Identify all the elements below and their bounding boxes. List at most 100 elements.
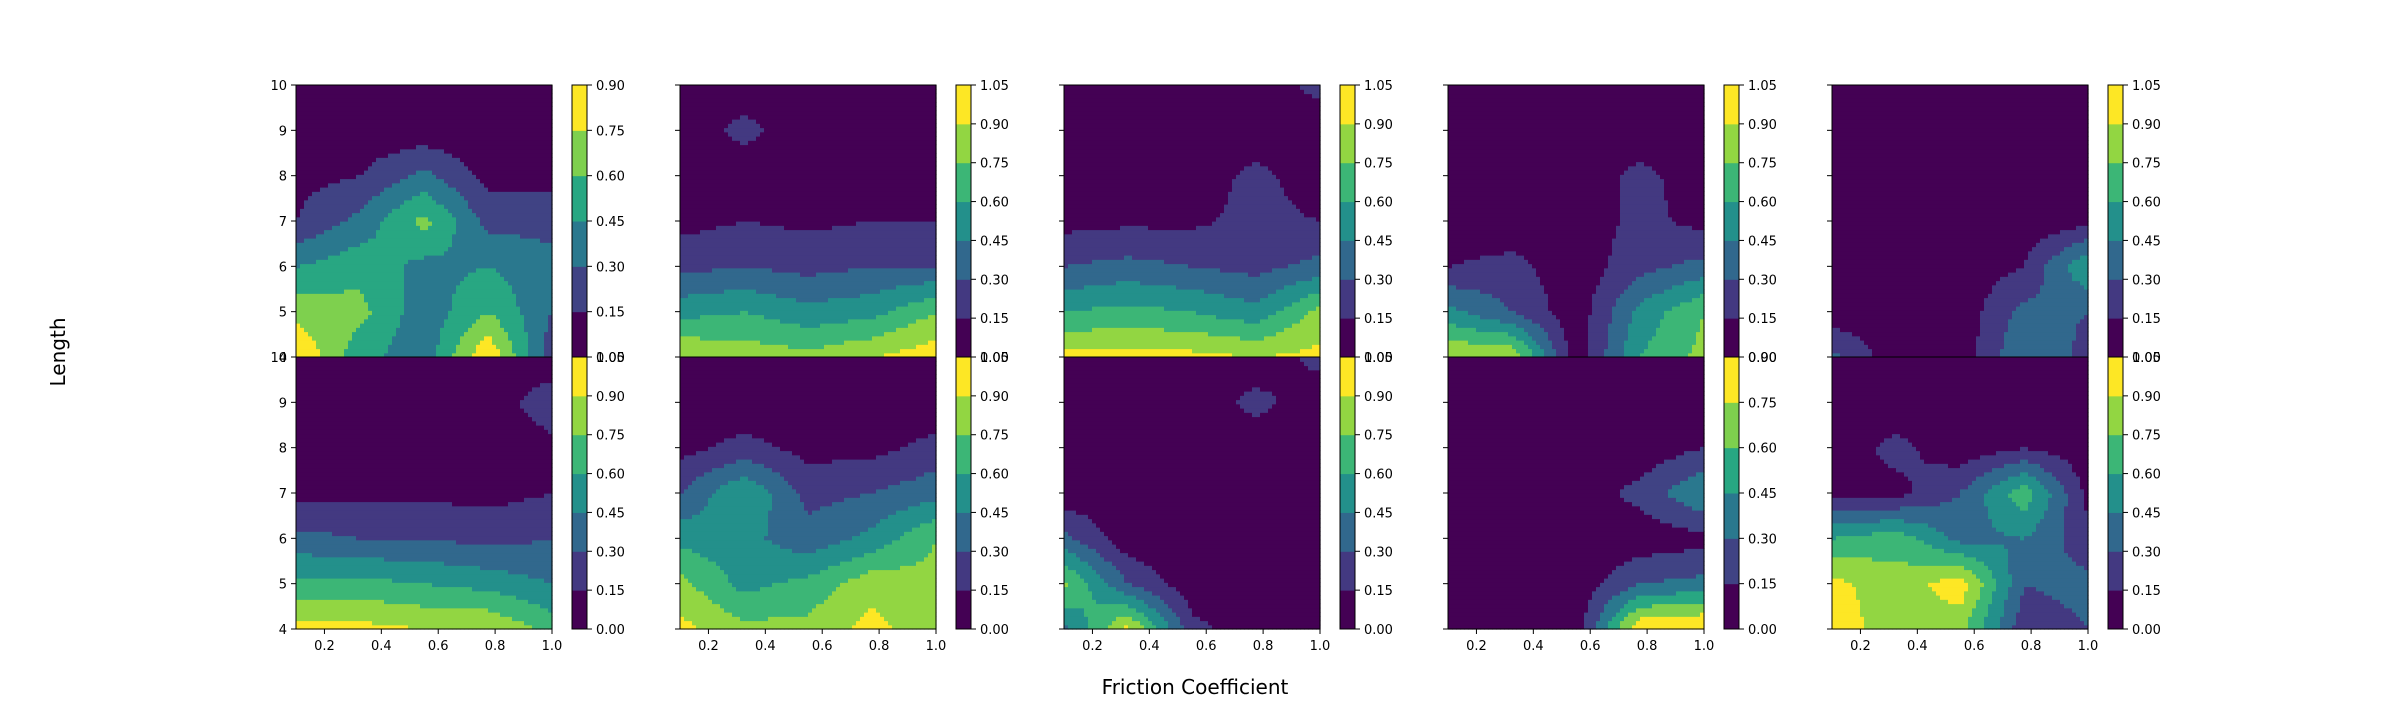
contour-cell (436, 162, 441, 167)
contour-cell (420, 98, 425, 103)
contour-cell (716, 102, 721, 107)
contour-cell (460, 119, 465, 124)
contour-cell (544, 217, 549, 222)
contour-cell (412, 230, 417, 235)
contour-cell (680, 183, 685, 188)
contour-cell (328, 293, 333, 298)
contour-cell (304, 166, 309, 171)
contour-cell (316, 272, 321, 277)
contour-cell (712, 153, 717, 158)
contour-cell (344, 115, 349, 120)
contour-cell (504, 332, 509, 337)
contour-cell (480, 349, 485, 354)
contour-cell (352, 293, 357, 298)
contour-cell (432, 285, 437, 290)
contour-cell (340, 204, 345, 209)
contour-cell (312, 149, 317, 154)
contour-cell (532, 272, 537, 277)
contour-cell (352, 281, 357, 286)
contour-cell (372, 285, 377, 290)
contour-cell (532, 340, 537, 345)
contour-cell (300, 332, 305, 337)
contour-cell (424, 204, 429, 209)
contour-cell (368, 344, 373, 349)
contour-cell (348, 242, 353, 247)
contour-cell (532, 213, 537, 218)
contour-cell (312, 204, 317, 209)
contour-cell (432, 191, 437, 196)
contour-cell (516, 234, 521, 239)
contour-cell (708, 128, 713, 133)
contour-cell (488, 162, 493, 167)
contour-cell (508, 298, 513, 303)
contour-cell (384, 298, 389, 303)
contour-cell (412, 327, 417, 332)
contour-cell (324, 85, 329, 90)
contour-cell (412, 153, 417, 158)
contour-cell (296, 204, 301, 209)
contour-cell (704, 162, 709, 167)
contour-cell (488, 132, 493, 137)
contour-cell (476, 85, 481, 90)
contour-cell (376, 251, 381, 256)
contour-cell (716, 170, 721, 175)
contour-cell (536, 196, 541, 201)
contour-cell (320, 115, 325, 120)
contour-cell (340, 119, 345, 124)
contour-cell (356, 264, 361, 269)
contour-cell (352, 187, 357, 192)
contour-cell (420, 153, 425, 158)
contour-cell (360, 323, 365, 328)
contour-cell (528, 119, 533, 124)
contour-cell (408, 111, 413, 116)
contour-cell (712, 259, 717, 264)
contour-cell (328, 162, 333, 167)
contour-cell (468, 123, 473, 128)
contour-cell (432, 157, 437, 162)
contour-cell (540, 247, 545, 252)
contour-cell (324, 166, 329, 171)
contour-cell (700, 259, 705, 264)
contour-cell (424, 332, 429, 337)
contour-cell (504, 179, 509, 184)
contour-cell (460, 298, 465, 303)
contour-cell (424, 153, 429, 158)
contour-cell (520, 323, 525, 328)
contour-cell (524, 242, 529, 247)
contour-cell (488, 106, 493, 111)
contour-cell (488, 255, 493, 260)
contour-cell (388, 183, 393, 188)
contour-cell (392, 132, 397, 137)
contour-cell (352, 332, 357, 337)
contour-cell (392, 327, 397, 332)
contour-cell (496, 255, 501, 260)
contour-cell (524, 200, 529, 205)
contour-cell (472, 196, 477, 201)
contour-cell (440, 162, 445, 167)
contour-cell (388, 272, 393, 277)
contour-cell (440, 323, 445, 328)
contour-cell (516, 327, 521, 332)
contour-cell (536, 128, 541, 133)
contour-cell (508, 251, 513, 256)
contour-cell (320, 85, 325, 90)
contour-cell (520, 128, 525, 133)
contour-cell (516, 149, 521, 154)
contour-cell (392, 115, 397, 120)
contour-cell (696, 115, 701, 120)
contour-cell (496, 217, 501, 222)
contour-cell (444, 102, 449, 107)
contour-cell (412, 259, 417, 264)
contour-cell (432, 196, 437, 201)
contour-cell (476, 174, 481, 179)
contour-cell (400, 157, 405, 162)
contour-cell (400, 196, 405, 201)
contour-cell (420, 140, 425, 145)
contour-cell (320, 183, 325, 188)
contour-cell (308, 281, 313, 286)
contour-cell (320, 166, 325, 171)
contour-cell (420, 208, 425, 213)
contour-cell (392, 344, 397, 349)
contour-cell (488, 94, 493, 99)
contour-cell (328, 191, 333, 196)
